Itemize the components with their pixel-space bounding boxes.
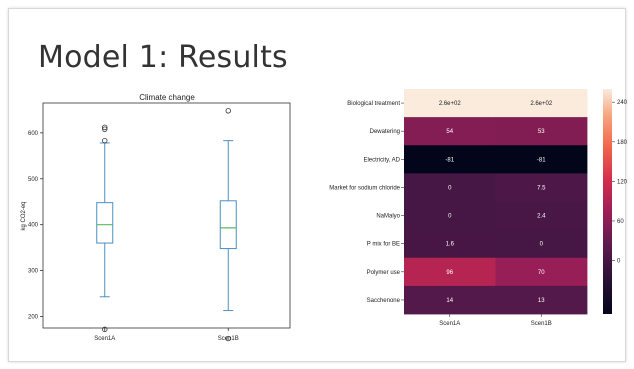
heatmap-cell — [404, 257, 496, 287]
heatmap-row-label: Electricity, AD — [363, 157, 400, 163]
heatmap-cell-label: 2.4 — [537, 214, 546, 220]
heatmap-cell-label: 2.6e+02 — [439, 101, 462, 107]
heatmap-row-label: P mix for BE — [367, 242, 400, 248]
heatmap-col-label: Scen1B — [531, 321, 552, 327]
heatmap-cell — [495, 285, 588, 315]
heatmap-cell-label: -81 — [445, 157, 454, 163]
heatmap-cell-label: -81 — [537, 157, 546, 163]
heatmap-marks: 2.6e+02 2.6e+02 Biological treatment 54 53 De… — [329, 89, 588, 327]
heatmap-cell — [404, 89, 496, 118]
heatmap-cell — [404, 201, 496, 231]
heatmap-cell — [495, 257, 588, 287]
heatmap-cell-label: 14 — [446, 298, 453, 304]
boxplot-box — [96, 202, 114, 244]
boxplot-ytick-label: 500 — [28, 177, 39, 183]
heatmap-cell-label: 7.5 — [537, 185, 546, 191]
boxplot-ytick-label: 600 — [28, 131, 39, 137]
boxplot-axes-frame — [42, 102, 291, 329]
heatmap-cell-label: 1.6 — [446, 242, 455, 248]
heatmap-row-label: Polymer use — [367, 270, 401, 276]
heatmap-cell — [495, 89, 588, 118]
heatmap-cell — [404, 117, 496, 146]
boxplot-outlier — [225, 108, 231, 114]
colorbar-tick-label: 180 — [617, 140, 628, 146]
boxplot-ytick-label: 400 — [28, 223, 39, 229]
boxplot-xtick-label: Scen1B — [218, 336, 239, 342]
heatmap-cell — [495, 201, 588, 231]
boxplot-box — [219, 200, 237, 250]
heatmap-cell — [404, 285, 496, 315]
heatmap-cell — [404, 173, 496, 202]
heatmap-cell-label: 13 — [538, 298, 545, 304]
heatmap-cell-label: 96 — [446, 270, 453, 276]
heatmap-cell-label: 2.6e+02 — [530, 101, 553, 107]
heatmap-cell — [495, 117, 588, 146]
heatmap-cell-label: 54 — [446, 129, 453, 135]
heatmap-row-label: NaMalyo — [376, 214, 400, 220]
heatmap-cell-label: 0 — [540, 242, 544, 248]
heatmap-row-label: Biological treatment — [347, 101, 400, 107]
colorbar-ticks: 240 180 120 60 0 — [612, 100, 628, 265]
heatmap-colorbar — [603, 89, 612, 314]
boxplot-marks: 200 300 400 500 600 Scen1A Scen1B — [28, 108, 239, 342]
colorbar-tick-label: 0 — [617, 259, 621, 265]
boxplot-outlier — [225, 335, 231, 342]
heatmap-cell-label: 53 — [538, 129, 545, 135]
colorbar-tick-label: 120 — [617, 179, 628, 185]
boxplot-xtick-label: Scen1A — [94, 336, 115, 342]
heatmap-cell-label: 0 — [448, 214, 452, 220]
heatmap-cell — [404, 229, 496, 259]
heatmap-cell — [495, 145, 588, 174]
heatmap-cell-label: 70 — [538, 270, 545, 276]
heatmap-row-label: Dewatering — [370, 129, 400, 135]
boxplot-outlier — [102, 326, 108, 333]
boxplot-outlier — [102, 137, 108, 144]
boxplot-ytick-label: 200 — [28, 315, 39, 321]
heatmap-cell — [495, 173, 588, 202]
boxplot-title: Climate change — [139, 93, 195, 102]
colorbar-tick-label: 240 — [617, 100, 628, 106]
slide-title: Model 1: Results — [38, 40, 288, 75]
heatmap-row-label: Market for sodium chloride — [329, 185, 400, 191]
boxplot-ylabel: kg CO2-eq — [21, 201, 27, 230]
heatmap-row-label: Sacchenone — [367, 298, 401, 304]
boxplot-outlier — [102, 126, 108, 132]
boxplot-ytick-label: 300 — [28, 269, 39, 275]
heatmap-cell — [495, 229, 588, 259]
heatmap-cell — [404, 145, 496, 174]
heatmap-col-label: Scen1A — [439, 321, 460, 327]
boxplot-outlier — [102, 124, 108, 131]
heatmap-cell-label: 0 — [448, 185, 452, 191]
colorbar-tick-label: 60 — [617, 219, 624, 225]
